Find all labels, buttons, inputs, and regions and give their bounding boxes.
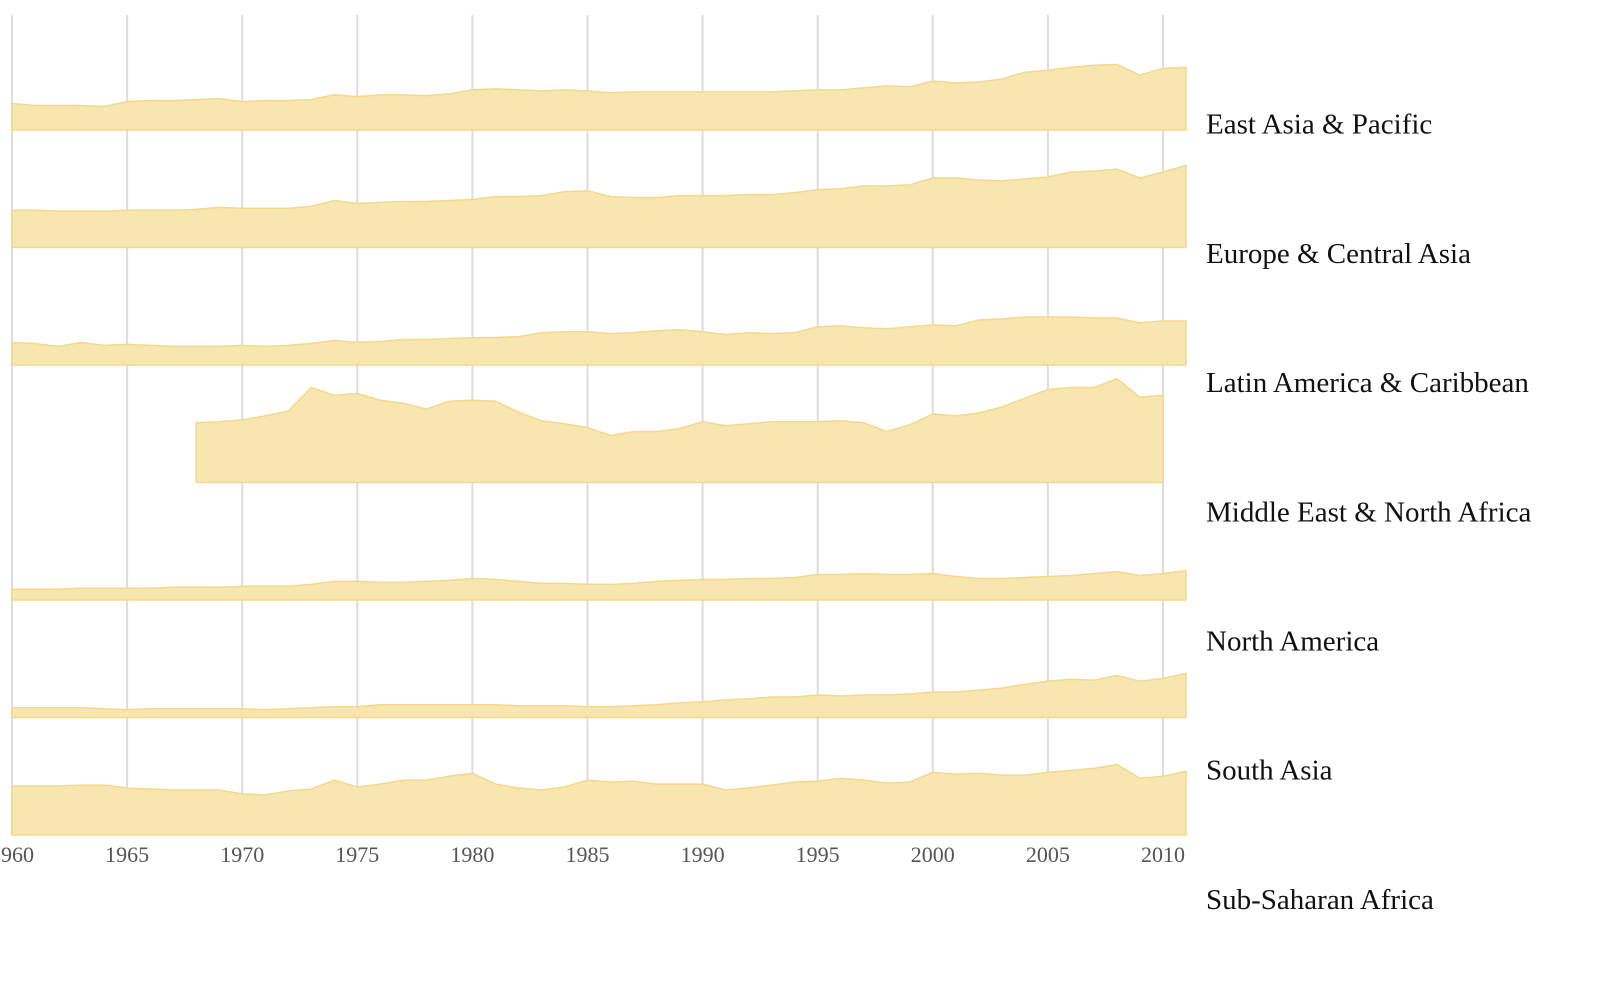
area <box>11 763 1187 836</box>
area <box>11 316 1187 366</box>
area <box>11 569 1187 601</box>
x-tick-label: 2005 <box>1026 842 1070 867</box>
area <box>195 377 1164 484</box>
area <box>11 672 1187 719</box>
area <box>11 164 1187 249</box>
x-tick-label: 1975 <box>335 842 379 867</box>
x-tick-label: 1985 <box>565 842 609 867</box>
x-tick-label: 2010 <box>1141 842 1185 867</box>
series-label: Sub-Saharan Africa <box>1206 884 1434 916</box>
x-tick-label: 1995 <box>796 842 840 867</box>
series-label: Europe & Central Asia <box>1206 238 1471 270</box>
series-label: East Asia & Pacific <box>1206 109 1432 141</box>
x-tick-label: 1960 <box>0 842 34 867</box>
series-label: North America <box>1206 625 1379 657</box>
x-tick-label: 1990 <box>681 842 725 867</box>
series-label: South Asia <box>1206 755 1333 787</box>
series-label: Latin America & Caribbean <box>1206 367 1529 399</box>
x-tick-label: 1980 <box>450 842 494 867</box>
x-tick-label: 1970 <box>220 842 264 867</box>
series-label: Middle East & North Africa <box>1206 496 1532 528</box>
x-tick-label: 2000 <box>911 842 955 867</box>
x-tick-label: 1965 <box>105 842 149 867</box>
area <box>11 63 1187 131</box>
